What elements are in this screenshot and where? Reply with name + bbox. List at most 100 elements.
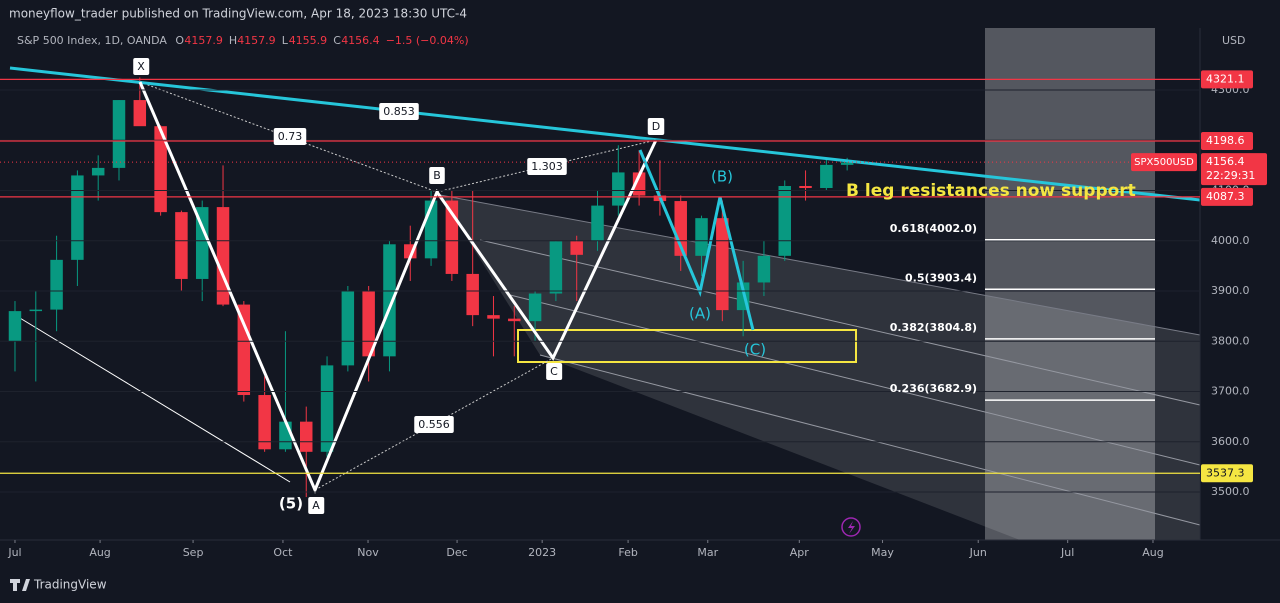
annotation: (A) [689, 305, 711, 323]
label-text: 0.556 [418, 418, 450, 431]
footer: TradingView [0, 570, 1280, 603]
x-tick-label: Sep [183, 546, 204, 559]
ohlc-value: 4157.9 [237, 34, 276, 47]
candle-body [508, 318, 521, 322]
label-box [429, 167, 445, 184]
annotation: B leg resistances now support [846, 181, 1136, 201]
channel-fill [440, 195, 1200, 540]
x-tick-label: Mar [697, 546, 718, 559]
price-tag [1201, 131, 1253, 150]
candle-body [549, 241, 563, 294]
x-tick-label: Jun [969, 546, 987, 559]
ohlc-value: 4156.4 [341, 34, 380, 47]
x-tick-label: Dec [446, 546, 467, 559]
price-tag-text: 4087.3 [1206, 190, 1245, 203]
candle-body [29, 309, 43, 312]
x-tick-label: Aug [89, 546, 110, 559]
label-box [308, 497, 325, 514]
candle-body [632, 172, 646, 196]
time-zone-box [985, 28, 1155, 540]
label-box [273, 128, 307, 145]
drawings [9, 28, 1201, 540]
x-tick-label: 2023 [528, 546, 556, 559]
candle-body [466, 273, 479, 316]
x-tick-label: May [871, 546, 894, 559]
label-text: 1.303 [531, 160, 563, 173]
tv-logo [10, 579, 30, 591]
candle-body [237, 304, 251, 396]
annotation: (C) [744, 341, 766, 359]
price-tag-text: 3537.3 [1206, 466, 1245, 479]
y-tick-label: 3900.0 [1211, 284, 1250, 297]
candle-body [91, 167, 105, 176]
price-tag-text: 4198.6 [1206, 134, 1245, 147]
label-text: X [137, 60, 145, 73]
label-text: B [433, 169, 441, 182]
candle-body [258, 395, 271, 450]
symbol-tag-text: SPX500USD [1134, 157, 1194, 168]
symbol: S&P 500 Index, 1D, OANDA [17, 34, 167, 47]
candle-body [341, 290, 355, 366]
x-tick-label: Aug [1142, 546, 1163, 559]
channel-line [439, 194, 1201, 336]
label-text: 0.853 [383, 105, 415, 118]
label-box [546, 363, 563, 380]
candle-body [695, 218, 708, 256]
candle-body [612, 172, 625, 206]
lightning-icon[interactable] [841, 517, 861, 537]
legend: S&P 500 Index, 1D, OANDA O 4157.9 H 4157.9 L… [17, 34, 469, 47]
footer-bar [0, 570, 1280, 603]
candle-body [195, 207, 209, 279]
channel-line [539, 354, 1201, 526]
price-tag [1201, 70, 1253, 89]
candle-body [300, 421, 313, 452]
candle-body [591, 205, 604, 241]
lightning-bolt [848, 521, 855, 534]
candle-body [820, 164, 833, 188]
x-tick-label: Oct [273, 546, 293, 559]
y-tick-label: 3600.0 [1211, 435, 1250, 448]
fib-label: 0.618(4002.0) [890, 222, 977, 235]
axis-unit: USD [1222, 34, 1246, 47]
ohlc-key: L [282, 34, 289, 47]
countdown: 22:29:31 [1206, 169, 1255, 182]
price-tag [1201, 187, 1253, 206]
fib-label: 0.382(3804.8) [890, 321, 977, 334]
y-tick-label: 4000.0 [1211, 234, 1250, 247]
ohlc-key: O [175, 34, 184, 47]
candle-body [840, 162, 854, 165]
candle-body [570, 241, 583, 255]
price-tag [1201, 464, 1253, 483]
harmonic-pattern [138, 81, 658, 494]
candle-body [50, 259, 63, 310]
support-box [517, 329, 857, 363]
last-price-text: 4156.4 [1206, 155, 1245, 168]
candle-body [112, 100, 126, 168]
candle-body [216, 207, 230, 305]
change: −1.5 (−0.04%) [386, 34, 469, 47]
channel-line [479, 239, 1201, 406]
published-line: moneyflow_trader published on TradingVie… [9, 7, 467, 21]
y-tick-label: 3700.0 [1211, 385, 1250, 398]
label-box [647, 118, 665, 135]
annotation: (5) [279, 495, 303, 513]
annotation: (B) [711, 168, 733, 186]
label-box [133, 58, 150, 75]
x-tick-label: Feb [618, 546, 637, 559]
fib-label: 0.236(3682.9) [890, 382, 977, 395]
candle-body [778, 185, 791, 256]
ohlc-key: H [229, 34, 237, 47]
fib-label: 0.5(3903.4) [905, 271, 977, 284]
y-tick-label: 3500.0 [1211, 485, 1250, 498]
label-box [527, 158, 567, 175]
candle-body [487, 315, 500, 319]
candle-body [175, 212, 188, 279]
label-box [379, 103, 419, 120]
abc-correction [638, 149, 755, 331]
ohlc-key: C [333, 34, 341, 47]
candle-body [362, 290, 375, 357]
candle-body [757, 255, 771, 283]
x-tick-label: Jul [1060, 546, 1074, 559]
